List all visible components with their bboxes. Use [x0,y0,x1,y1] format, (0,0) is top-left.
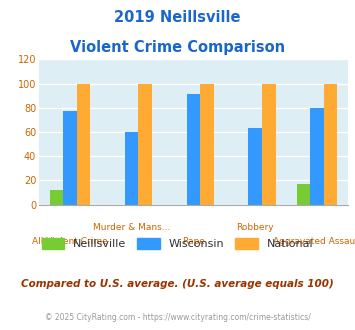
Text: Rape: Rape [182,237,205,246]
Text: Violent Crime Comparison: Violent Crime Comparison [70,40,285,54]
Text: Aggravated Assault: Aggravated Assault [273,237,355,246]
Text: © 2025 CityRating.com - https://www.cityrating.com/crime-statistics/: © 2025 CityRating.com - https://www.city… [45,314,310,322]
Bar [187,94,200,205]
Bar [50,190,63,205]
Text: Robbery: Robbery [236,223,274,232]
Bar [310,108,324,205]
Bar [77,83,90,205]
Bar [138,83,152,205]
Legend: Neillsville, Wisconsin, National: Neillsville, Wisconsin, National [38,233,317,253]
Bar [63,112,77,205]
Text: Compared to U.S. average. (U.S. average equals 100): Compared to U.S. average. (U.S. average … [21,279,334,289]
Text: 2019 Neillsville: 2019 Neillsville [114,10,241,25]
Text: All Violent Crime: All Violent Crime [32,237,108,246]
Bar [262,83,275,205]
Bar [324,83,337,205]
Bar [200,83,214,205]
Bar [248,128,262,205]
Bar [297,184,310,205]
Text: Murder & Mans...: Murder & Mans... [93,223,170,232]
Bar [125,132,138,205]
